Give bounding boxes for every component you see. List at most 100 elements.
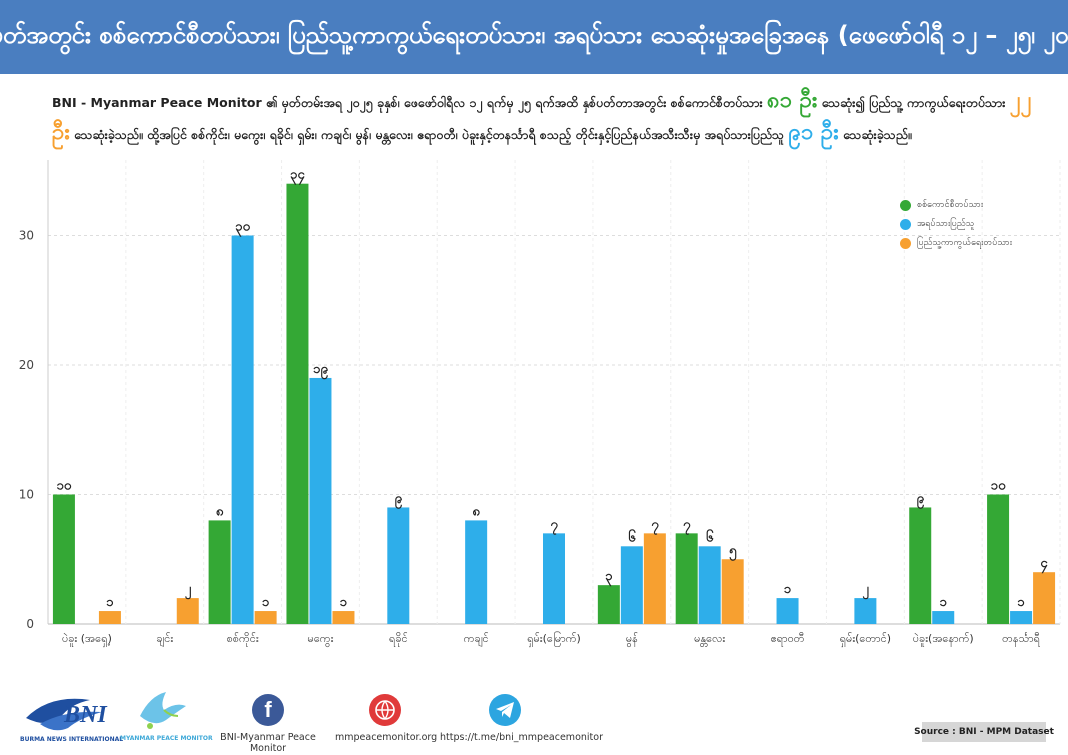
facebook-link[interactable]: f BNI-Myanmar Peace Monitor: [208, 694, 328, 754]
legend-item-civilian: အရပ်သားပြည်သူ: [900, 215, 1012, 234]
bar-data-label: ၆: [706, 528, 714, 545]
bar: [231, 235, 254, 624]
bar-data-label: ၇: [651, 517, 659, 535]
telegram-label: https://t.me/bni_mmpeacemonitor: [440, 732, 603, 743]
bar: [254, 611, 277, 624]
x-tick-label: ဧရာဝတီ: [771, 632, 805, 647]
bar-data-label: ၂: [185, 582, 192, 600]
bar: [309, 377, 332, 624]
page-title-text: နှစ်ပတ်အတွင်း စစ်ကောင်စီတပ်သား၊ ပြည်သူ့က…: [0, 21, 1068, 49]
pdf-total: ၂၂ ဦး: [52, 88, 1032, 145]
x-tick-label: ချင်း: [156, 632, 173, 647]
bar-data-label: ၆: [628, 528, 636, 545]
bar: [1010, 611, 1033, 624]
y-tick-label: 10: [19, 488, 34, 502]
civilian-total: ၉၁ ဦး: [788, 120, 839, 145]
x-tick-label: မကွေး: [308, 632, 334, 647]
bar: [1033, 572, 1056, 624]
x-tick-label: စစ်ကိုင်း: [227, 632, 259, 647]
bar-data-label: ၉: [917, 491, 925, 509]
mpm-logo-text: MYANMAR PEACE MONITOR: [120, 735, 213, 742]
bar-data-label: ၈: [216, 504, 224, 519]
footer: BNI BURMA NEWS INTERNATIONAL MYANMAR PEA…: [0, 680, 1068, 755]
x-tick-label: ပဲခူး(အနောက်): [913, 632, 974, 647]
bni-logo-text: BURMA NEWS INTERNATIONAL: [20, 736, 124, 743]
x-tick-label: ပဲခူး (အရှေ့): [62, 632, 112, 647]
legend-item-military: စစ်ကောင်စီတပ်သား: [900, 196, 1012, 215]
chart-legend: စစ်ကောင်စီတပ်သား အရပ်သားပြည်သူ ပြည်သူ့ကာ…: [900, 196, 1012, 253]
y-tick-label: 20: [19, 358, 34, 372]
bar-data-label: ၁: [340, 595, 348, 610]
bar: [176, 598, 199, 624]
bar-data-label: ၁၀: [57, 479, 72, 494]
x-tick-label: ရခိုင်: [389, 632, 408, 647]
bar: [721, 559, 744, 624]
bar-data-label: ၉: [395, 491, 403, 509]
military-total: ၈၁ ဦး: [767, 88, 818, 113]
source-text: Source : BNI - MPM Dataset: [914, 727, 1054, 737]
bni-logo-icon: BNI: [26, 698, 108, 731]
bar: [208, 520, 231, 624]
bar-data-label: ၁: [262, 595, 270, 610]
bar: [332, 611, 355, 624]
bar: [387, 507, 410, 624]
page-title: နှစ်ပတ်အတွင်း စစ်ကောင်စီတပ်သား၊ ပြည်သူ့က…: [0, 0, 1068, 74]
bar-data-label: ၃၄: [290, 168, 305, 186]
bar-data-label: ၈: [472, 504, 480, 519]
summary-text: BNI - Myanmar Peace Monitor ၏ မှတ်တမ်းအရ…: [52, 86, 1042, 150]
globe-icon: [369, 694, 401, 726]
svg-text:BNI: BNI: [63, 702, 108, 728]
telegram-link[interactable]: https://t.me/bni_mmpeacemonitor: [440, 694, 603, 743]
summary-part-1: BNI - Myanmar Peace Monitor ၏ မှတ်တမ်းအရ…: [52, 95, 763, 110]
bar-data-label: ၁: [784, 582, 792, 597]
bar-data-label: ၃: [605, 569, 613, 587]
x-tick-label: တနင်္သာရီ: [1002, 632, 1041, 647]
x-tick-label: မွန်: [626, 632, 638, 647]
bar: [52, 494, 75, 624]
bar: [643, 533, 666, 624]
bar: [854, 598, 877, 624]
bar: [620, 546, 643, 624]
bar-data-label: ၁၉: [313, 362, 328, 380]
legend-swatch-military: [900, 200, 911, 211]
website-link[interactable]: mmpeacemonitor.org: [335, 694, 437, 743]
legend-item-pdf: ပြည်သူ့ကာကွယ်ရေးတပ်သား: [900, 234, 1012, 253]
bar: [776, 598, 799, 624]
bar-data-label: ၄: [1040, 556, 1048, 574]
telegram-icon: [489, 694, 521, 726]
mpm-logo: MYANMAR PEACE MONITOR: [120, 686, 213, 746]
summary-part-3: သေဆုံးခဲ့သည်။ ထို့အပြင် စစ်ကိုင်း၊ မကွေး…: [74, 127, 785, 142]
x-tick-label: ကချင်: [464, 632, 489, 647]
bar: [675, 533, 698, 624]
bar: [932, 611, 955, 624]
x-tick-label: ရှမ်း(မြောက်): [527, 631, 581, 647]
bar-data-label: ၁: [940, 595, 948, 610]
dove-icon: [140, 692, 186, 729]
x-tick-label: ရှမ်း(တောင်): [840, 632, 891, 647]
facebook-icon: f: [252, 694, 284, 726]
legend-label-pdf: ပြည်သူ့ကာကွယ်ရေးတပ်သား: [917, 238, 1013, 248]
legend-label-military: စစ်ကောင်စီတပ်သား: [917, 200, 984, 210]
bar-data-label: ၁: [106, 595, 114, 610]
bar-data-label: ၅: [729, 543, 737, 561]
bar: [286, 183, 309, 624]
y-tick-label: 30: [19, 229, 34, 243]
legend-swatch-pdf: [900, 238, 911, 249]
bar: [597, 585, 620, 624]
legend-swatch-civilian: [900, 219, 911, 230]
bar-data-label: ၂: [862, 582, 869, 600]
summary-part-2: သေဆုံး၍ ပြည်သူ့ ကာကွယ်ရေးတပ်သား: [821, 95, 1006, 110]
bar: [543, 533, 565, 624]
bar-data-label: ၇: [683, 517, 691, 535]
bar-data-label: ၁: [1017, 595, 1025, 610]
y-tick-label: 0: [26, 617, 34, 631]
bar: [465, 520, 488, 624]
bar: [698, 546, 721, 624]
legend-label-civilian: အရပ်သားပြည်သူ: [917, 219, 975, 229]
bar: [98, 611, 121, 624]
facebook-label: BNI-Myanmar Peace Monitor: [220, 732, 316, 754]
bar-data-label: ၁၀: [991, 479, 1006, 494]
source-note: Source : BNI - MPM Dataset: [914, 722, 1054, 742]
bar-data-label: ၃၀: [235, 220, 250, 238]
